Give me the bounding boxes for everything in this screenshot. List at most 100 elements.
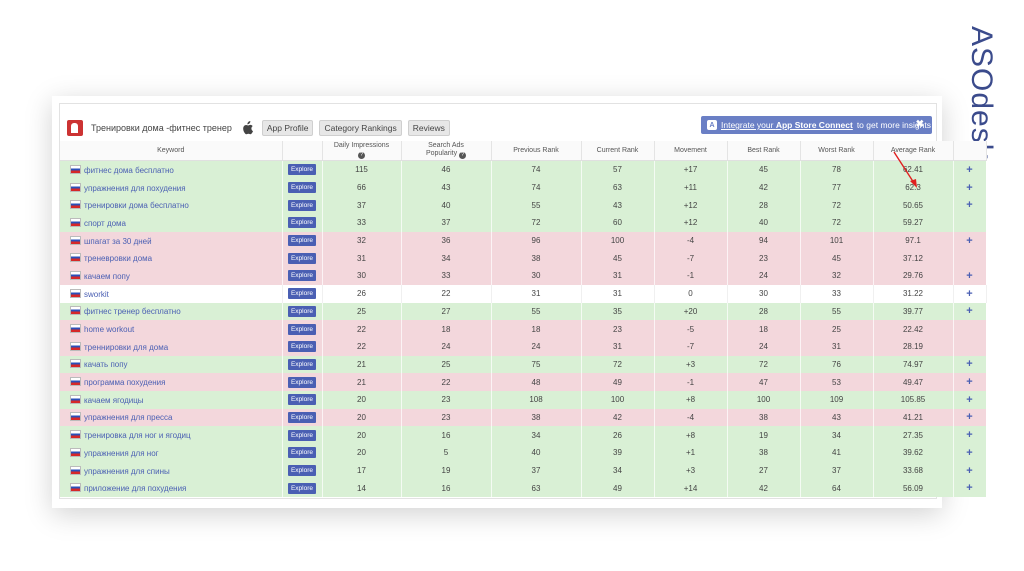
- plus-icon[interactable]: +: [966, 181, 973, 194]
- col-popularity[interactable]: Search Ads Popularity ?: [401, 141, 492, 161]
- explore-button[interactable]: Explore: [287, 482, 317, 494]
- explore-button[interactable]: Explore: [287, 465, 317, 477]
- keyword-cell[interactable]: треневровки дома: [60, 249, 283, 268]
- col-worst-rank[interactable]: Worst Rank: [800, 141, 874, 161]
- keyword-link[interactable]: упражнения для пресса: [84, 413, 173, 423]
- col-previous-rank[interactable]: Previous Rank: [491, 141, 582, 161]
- help-icon[interactable]: ?: [358, 152, 365, 159]
- keyword-cell[interactable]: тренировки дома бесплатно: [60, 196, 283, 215]
- keyword-link[interactable]: упражнения для ног: [84, 448, 159, 458]
- explore-button[interactable]: Explore: [287, 323, 317, 335]
- explore-button[interactable]: Explore: [287, 252, 317, 264]
- movement-value: +11: [654, 178, 728, 197]
- explore-button[interactable]: Explore: [287, 182, 317, 194]
- explore-button[interactable]: Explore: [287, 341, 317, 353]
- plus-icon[interactable]: +: [966, 411, 973, 424]
- keyword-cell[interactable]: спорт дома: [60, 214, 283, 232]
- plus-icon[interactable]: +: [966, 446, 973, 459]
- plus-icon[interactable]: +: [966, 482, 973, 495]
- movement-value: -1: [654, 267, 728, 285]
- keyword-cell[interactable]: упражнения для похудения: [60, 178, 283, 197]
- keyword-link[interactable]: треннировки для дома: [84, 342, 169, 352]
- keyword-link[interactable]: упражнения для похудения: [84, 183, 186, 193]
- keyword-cell[interactable]: тренировка для ног и ягодиц: [60, 426, 283, 444]
- plus-icon[interactable]: +: [966, 464, 973, 477]
- keyword-cell[interactable]: упражнения для спины: [60, 461, 283, 480]
- previous-rank-value: 63: [491, 479, 582, 498]
- keyword-link[interactable]: фитнес дома бесплатно: [84, 165, 174, 175]
- plus-icon[interactable]: +: [966, 269, 973, 282]
- keyword-link[interactable]: качать попу: [84, 360, 128, 370]
- keyword-link[interactable]: треневровки дома: [84, 254, 153, 264]
- keyword-link[interactable]: тренировка для ног и ягодиц: [84, 431, 191, 441]
- col-best-rank[interactable]: Best Rank: [727, 141, 801, 161]
- keyword-link[interactable]: home workout: [84, 325, 135, 335]
- add-cell: +: [953, 444, 987, 462]
- col-daily-impressions[interactable]: Daily Impressions?: [322, 141, 402, 161]
- current-rank-value: 31: [581, 337, 655, 356]
- popularity-value: 22: [401, 373, 492, 391]
- explore-button[interactable]: Explore: [287, 376, 317, 388]
- help-icon[interactable]: ?: [459, 152, 467, 159]
- plus-icon[interactable]: +: [966, 376, 973, 389]
- average-rank-value: 37.12: [873, 249, 954, 268]
- explore-button[interactable]: Explore: [287, 270, 317, 282]
- keyword-link[interactable]: тренировки дома бесплатно: [84, 201, 189, 211]
- keyword-link[interactable]: приложение для похудения: [84, 484, 187, 494]
- explore-button[interactable]: Explore: [287, 429, 317, 441]
- plus-icon[interactable]: +: [966, 305, 973, 318]
- explore-button[interactable]: Explore: [287, 394, 317, 406]
- col-current-rank[interactable]: Current Rank: [581, 141, 655, 161]
- keyword-link[interactable]: упражнения для спины: [84, 466, 170, 476]
- plus-icon[interactable]: +: [966, 287, 973, 300]
- explore-cell: Explore: [282, 426, 323, 444]
- keyword-cell[interactable]: программа похудения: [60, 373, 283, 391]
- keyword-link[interactable]: программа похудения: [84, 378, 166, 388]
- keyword-link[interactable]: шпагат за 30 дней: [84, 236, 152, 246]
- explore-button[interactable]: Explore: [287, 217, 317, 229]
- plus-icon[interactable]: +: [966, 199, 973, 212]
- explore-button[interactable]: Explore: [287, 447, 317, 459]
- col-movement[interactable]: Movement: [654, 141, 728, 161]
- explore-button[interactable]: Explore: [287, 164, 317, 176]
- keyword-cell[interactable]: sworkit: [60, 284, 283, 303]
- keyword-cell[interactable]: шпагат за 30 дней: [60, 231, 283, 250]
- keyword-link[interactable]: спорт дома: [84, 218, 127, 228]
- tab-reviews[interactable]: Reviews: [407, 120, 450, 136]
- keyword-cell[interactable]: фитнес дома бесплатно: [60, 160, 283, 179]
- tab-app-profile[interactable]: App Profile: [261, 120, 314, 136]
- col-keyword[interactable]: Keyword: [60, 141, 283, 161]
- plus-icon[interactable]: +: [966, 358, 973, 371]
- keyword-link[interactable]: качаем попу: [84, 271, 130, 281]
- keyword-cell[interactable]: home workout: [60, 320, 283, 338]
- keyword-cell[interactable]: качаем ягодицы: [60, 390, 283, 409]
- best-rank-value: 27: [727, 461, 801, 480]
- keyword-cell[interactable]: треннировки для дома: [60, 337, 283, 356]
- keyword-link[interactable]: sworkit: [84, 289, 109, 299]
- plus-icon[interactable]: +: [966, 429, 973, 442]
- keyword-link[interactable]: качаем ягодицы: [84, 395, 144, 405]
- plus-icon[interactable]: +: [966, 393, 973, 406]
- keyword-cell[interactable]: фитнес тренер бесплатно: [60, 302, 283, 321]
- keyword-cell[interactable]: упражнения для пресса: [60, 408, 283, 427]
- plus-icon[interactable]: +: [966, 163, 973, 176]
- integrate-banner[interactable]: A Integrate your App Store Connect to ge…: [701, 116, 932, 134]
- tab-category-rankings[interactable]: Category Rankings: [319, 120, 402, 136]
- keyword-link[interactable]: фитнес тренер бесплатно: [84, 307, 181, 317]
- col-average-rank[interactable]: Average Rank: [873, 141, 954, 161]
- explore-button[interactable]: Explore: [287, 235, 317, 247]
- best-rank-value: 72: [727, 355, 801, 374]
- explore-button[interactable]: Explore: [287, 199, 317, 211]
- explore-button[interactable]: Explore: [287, 305, 317, 317]
- keyword-cell[interactable]: приложение для похудения: [60, 479, 283, 498]
- plus-icon[interactable]: +: [966, 234, 973, 247]
- keyword-cell[interactable]: упражнения для ног: [60, 444, 283, 462]
- close-icon[interactable]: ✖: [915, 119, 924, 130]
- keyword-cell[interactable]: качать попу: [60, 355, 283, 374]
- keyword-cell[interactable]: качаем попу: [60, 267, 283, 285]
- explore-button[interactable]: Explore: [287, 358, 317, 370]
- integrate-link[interactable]: Integrate your App Store Connect: [721, 120, 853, 130]
- explore-button[interactable]: Explore: [287, 288, 317, 300]
- explore-button[interactable]: Explore: [287, 411, 317, 423]
- table-row: качаем попу Explore 30 33 30 31 -1 24 32 29.76 +: [60, 267, 987, 285]
